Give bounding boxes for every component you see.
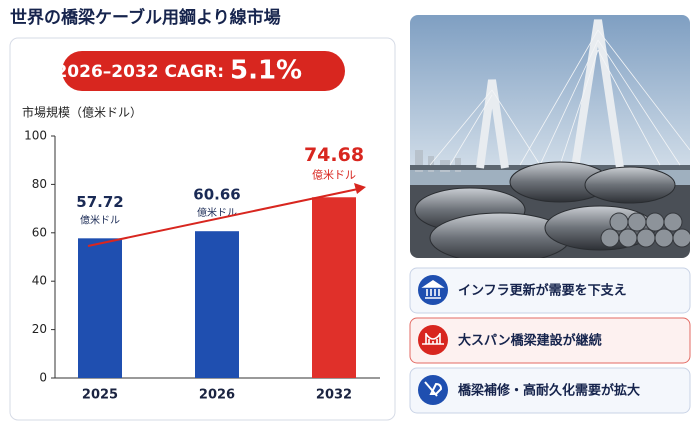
y-tick-label: 20: [32, 322, 47, 336]
card: 大スパン橋梁建設が継続: [409, 317, 691, 364]
cagr-value: 5.1%: [230, 56, 302, 86]
trend-arrow-head: [354, 183, 366, 194]
x-tick-label: 2032: [316, 388, 352, 403]
plot-area: 0 20 40 60 80 100 2025 57.72 億米ドル 2026 60.66 億米ドル 20…: [24, 129, 380, 403]
x-tick-label: 2026: [199, 388, 235, 403]
cagr-pill: [62, 51, 345, 91]
y-tick-label: 40: [32, 274, 47, 288]
card-text: 大スパン橋梁建設が継続: [458, 333, 602, 349]
value-label: 60.66: [193, 186, 240, 204]
y-tick-label: 0: [39, 371, 47, 385]
value-unit: 億米ドル: [80, 213, 120, 226]
value-unit: 億米ドル: [197, 206, 237, 219]
x-tick-label: 2025: [82, 388, 118, 403]
y-axis-label: 市場規模（億米ドル）: [22, 105, 142, 120]
value-unit: 億米ドル: [312, 168, 356, 181]
bar: [78, 238, 122, 378]
y-tick-label: 80: [32, 177, 47, 191]
cagr-label: 2026–2032 CAGR:: [55, 62, 224, 82]
card-text: 橋梁補修・高耐久化需要が拡大: [458, 383, 640, 399]
bar: [312, 197, 356, 378]
y-tick-label: 60: [32, 225, 47, 239]
trend-arrow: [87, 188, 359, 247]
card: インフラ更新が需要を下支え: [409, 267, 691, 314]
page-title: 世界の橋梁ケーブル用鋼より線市場: [10, 7, 281, 28]
bar: [195, 231, 239, 378]
bridge-photo: [410, 15, 690, 258]
card-text: インフラ更新が需要を下支え: [458, 283, 627, 299]
y-tick-label: 100: [24, 129, 47, 143]
value-label: 74.68: [304, 144, 364, 166]
card: 橋梁補修・高耐久化需要が拡大: [409, 367, 691, 414]
value-label: 57.72: [76, 193, 123, 211]
